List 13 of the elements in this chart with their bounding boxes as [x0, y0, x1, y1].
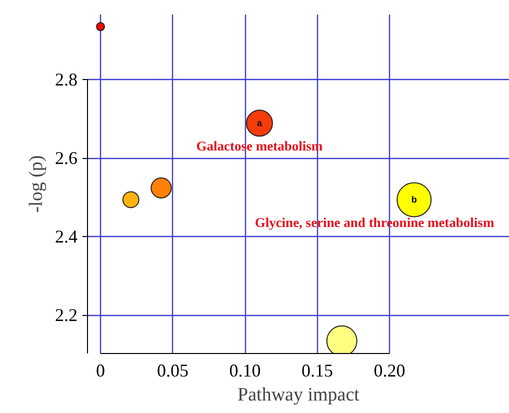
x-axis-title: Pathway impact — [238, 384, 360, 406]
y-tick-label: 2.6 — [55, 148, 78, 168]
y-axis-title: -log (p) — [26, 155, 47, 213]
annotation: a — [256, 118, 263, 128]
x-tick-label: 0.15 — [302, 360, 334, 380]
annotation: b — [411, 194, 418, 205]
x-tick-label: 0 — [96, 360, 106, 380]
y-tick-label: 2.2 — [55, 305, 78, 326]
x-tick-label: 0.05 — [157, 360, 189, 380]
x-tick-label: 0.10 — [229, 360, 261, 380]
y-tick-label: 2.8 — [55, 70, 78, 90]
x-tick-label: 0.20 — [374, 360, 406, 380]
y-tick-label: 2.4 — [55, 226, 78, 247]
